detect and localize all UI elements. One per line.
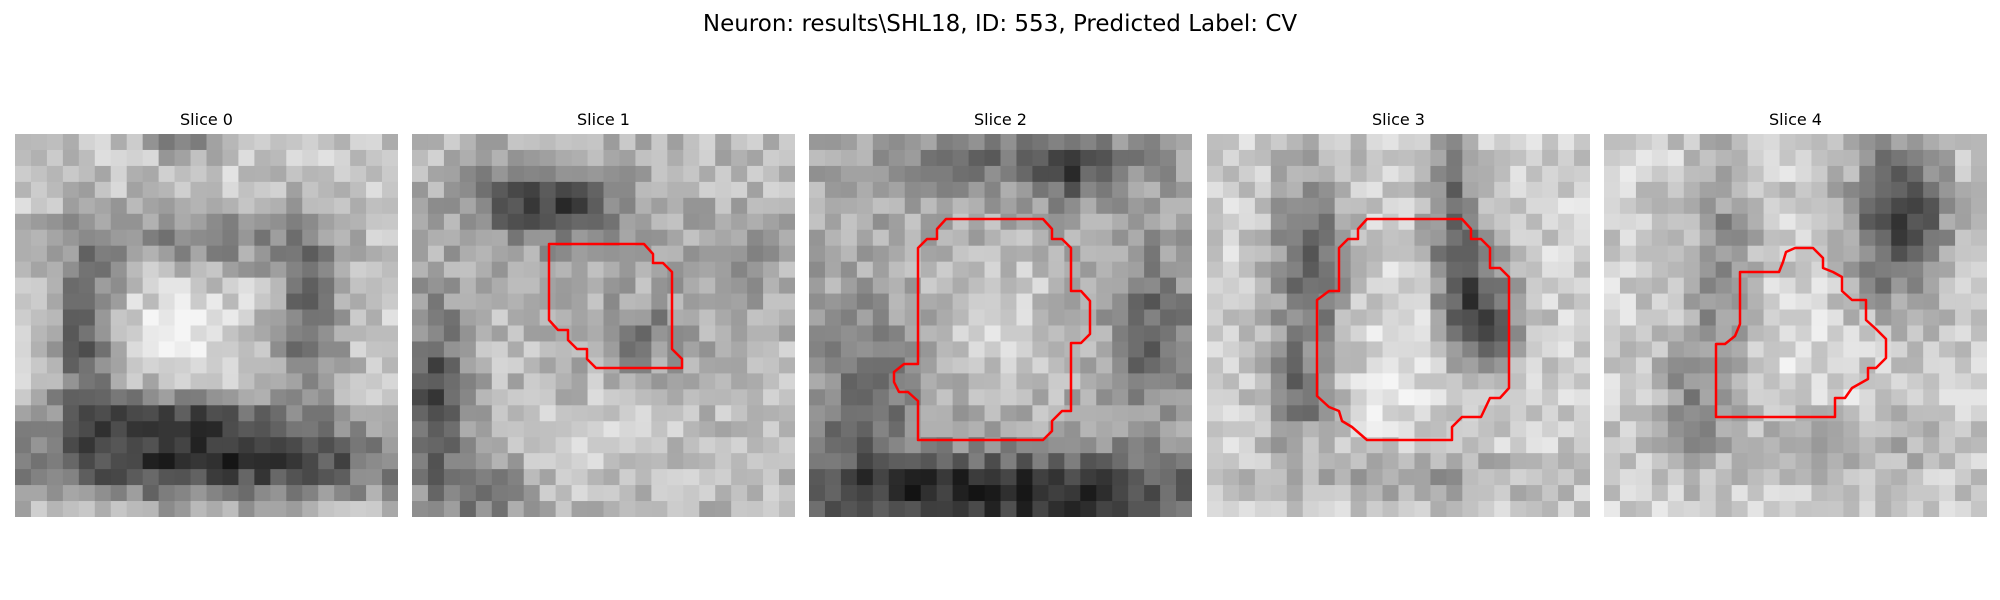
- panel-title-slice-0: Slice 0: [180, 110, 233, 129]
- segmentation-contour: [1315, 217, 1511, 442]
- slice-3-image: [1207, 134, 1590, 517]
- panel-title-slice-1: Slice 1: [577, 110, 630, 129]
- slice-1-image: [412, 134, 795, 517]
- segmentation-contour: [547, 242, 684, 370]
- slice-0-image: [15, 134, 398, 517]
- slice-4-image: [1604, 134, 1987, 517]
- segmentation-contour: [1714, 246, 1888, 419]
- segmentation-contour: [892, 217, 1092, 442]
- panel-title-slice-3: Slice 3: [1372, 110, 1425, 129]
- slice-2-image: [809, 134, 1192, 517]
- figure-title: Neuron: results\SHL18, ID: 553, Predicte…: [702, 11, 1298, 37]
- panel-title-slice-4: Slice 4: [1769, 110, 1822, 129]
- panel-title-slice-2: Slice 2: [974, 110, 1027, 129]
